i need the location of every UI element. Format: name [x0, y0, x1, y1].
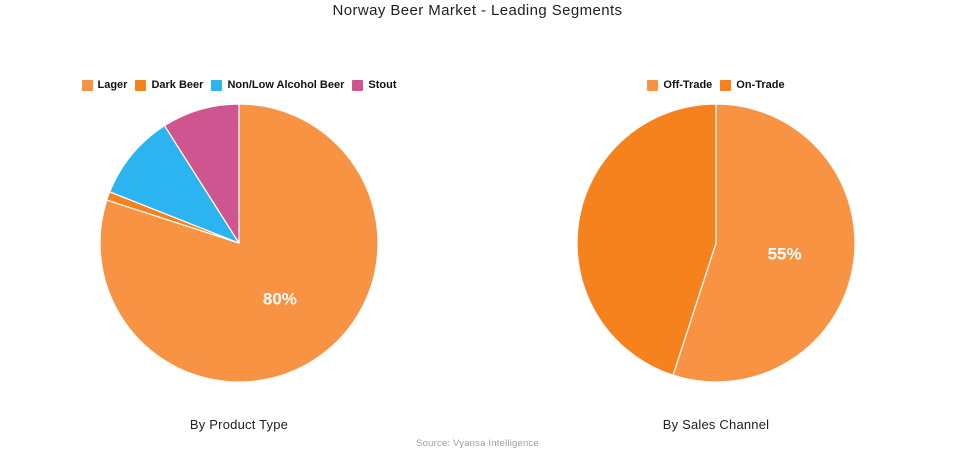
- pie-slice-non-low-alcohol-beer: [109, 125, 240, 244]
- sales-channel-chart: Off-Trade On-Trade 55% By Sales Channel: [477, 0, 955, 454]
- legend-label: Dark Beer: [151, 79, 204, 91]
- figure-title: Norway Beer Market - Leading Segments: [332, 2, 623, 19]
- legend-item-dark-beer: Dark Beer: [135, 79, 203, 91]
- pie-slice-stout: [163, 103, 240, 244]
- legend-label: Lager: [97, 79, 128, 91]
- legend-label: Off-Trade: [663, 79, 713, 91]
- pie-data-label-off-trade: 55%: [768, 244, 802, 263]
- legend-swatch-on-trade: [720, 79, 732, 91]
- legend-swatch-non-low-alcohol-beer: [211, 79, 223, 91]
- legend-item-non-low-alcohol-beer: Non/Low Alcohol Beer: [211, 79, 344, 91]
- pie-slice-on-trade: [576, 103, 717, 376]
- legend-swatch-lager: [81, 79, 93, 91]
- product-type-pie: 80%: [99, 103, 379, 383]
- legend-item-stout: Stout: [352, 79, 397, 91]
- pie-slice-off-trade: [672, 103, 856, 383]
- legend-item-lager: Lager: [81, 79, 128, 91]
- sales-channel-legend: Off-Trade On-Trade: [477, 79, 955, 91]
- legend-label: On-Trade: [736, 79, 785, 91]
- source-note: Source: Vyansa Intelligence: [416, 438, 539, 449]
- legend-swatch-off-trade: [647, 79, 659, 91]
- legend-label: Stout: [368, 79, 397, 91]
- legend-swatch-stout: [352, 79, 364, 91]
- product-type-legend: Lager Dark Beer Non/Low Alcohol Beer Stout: [0, 79, 478, 91]
- product-type-caption: By Product Type: [189, 417, 289, 432]
- legend-swatch-dark-beer: [135, 79, 147, 91]
- product-type-chart: Lager Dark Beer Non/Low Alcohol Beer Stout …: [0, 79, 478, 432]
- pie-data-label-lager: 80%: [263, 290, 297, 309]
- legend-label: Non/Low Alcohol Beer: [227, 79, 345, 91]
- sales-channel-pie: 55%: [576, 103, 856, 383]
- legend-item-on-trade: On-Trade: [720, 79, 785, 91]
- sales-channel-caption: By Sales Channel: [662, 417, 770, 432]
- legend-item-off-trade: Off-Trade: [647, 79, 712, 91]
